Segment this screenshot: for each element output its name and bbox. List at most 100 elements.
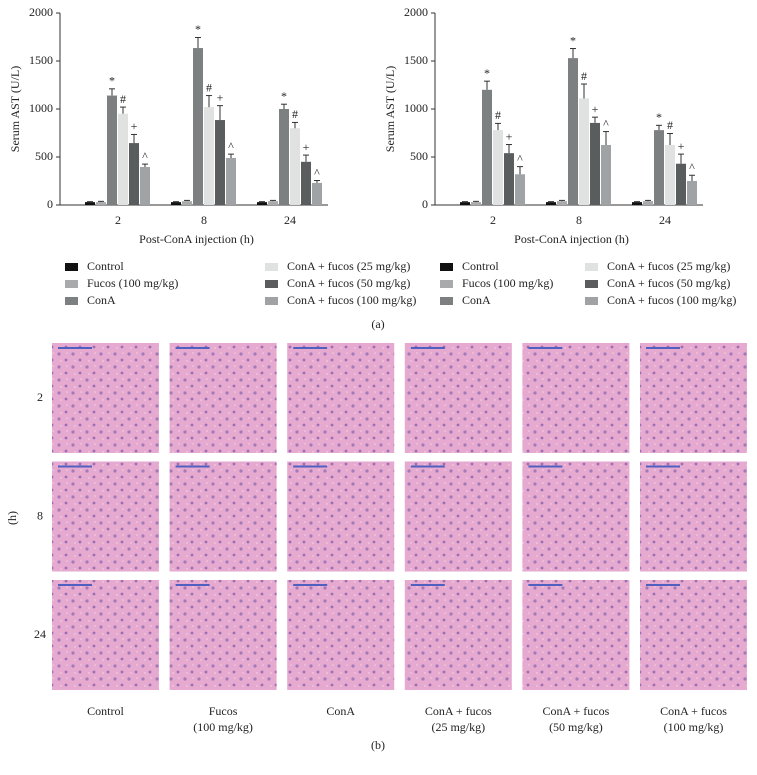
annotation: # <box>581 69 587 83</box>
legend-swatch <box>65 280 78 288</box>
bar <box>515 174 525 205</box>
annotation: # <box>667 118 673 132</box>
bar <box>687 181 697 205</box>
bar <box>460 202 470 205</box>
annotation: * <box>195 22 201 36</box>
micrograph <box>522 580 630 690</box>
annotation: * <box>656 110 662 124</box>
bar <box>226 157 236 205</box>
x-tick-label: 8 <box>201 213 207 227</box>
annotation: * <box>570 33 576 47</box>
micrograph <box>640 343 747 453</box>
column-label: (100 mg/kg) <box>664 720 724 734</box>
row-axis-label: (h) <box>5 511 19 525</box>
column-label: (100 mg/kg) <box>193 720 253 734</box>
annotation: ^ <box>517 151 523 165</box>
panel-label: (b) <box>371 738 385 752</box>
micrograph <box>287 461 395 572</box>
y-tick-label: 2000 <box>29 5 53 19</box>
bar <box>312 182 322 205</box>
annotation: ^ <box>228 139 234 153</box>
annotation: + <box>217 90 224 104</box>
x-tick-label: 24 <box>659 213 671 227</box>
annotation: + <box>131 119 138 133</box>
annotation: * <box>484 66 490 80</box>
annotation: + <box>303 140 310 154</box>
bar <box>504 153 514 205</box>
bar <box>676 163 686 205</box>
column-label: ConA + fucos <box>660 704 727 718</box>
y-tick-label: 1000 <box>404 101 428 115</box>
micrograph <box>169 461 277 572</box>
x-tick-label: 2 <box>115 213 121 227</box>
column-label: (25 mg/kg) <box>431 720 485 734</box>
bar <box>279 109 289 205</box>
legend-swatch <box>265 297 278 305</box>
micrograph <box>52 580 159 690</box>
row-label: 24 <box>34 627 46 641</box>
bar <box>493 130 503 205</box>
annotation: ^ <box>314 165 320 179</box>
x-axis-label: Post-ConA injection (h) <box>139 232 254 246</box>
x-tick-label: 24 <box>284 213 296 227</box>
bar <box>140 166 150 205</box>
legend-label: ConA + fucos (100 mg/kg) <box>287 293 416 307</box>
bar <box>601 145 611 205</box>
bar <box>632 202 642 205</box>
legend-swatch <box>265 280 278 288</box>
legend-label: ConA + fucos (25 mg/kg) <box>287 259 410 273</box>
bar <box>643 201 653 205</box>
annotation: + <box>506 129 513 143</box>
bar <box>268 201 278 205</box>
legend-label: ConA <box>87 293 116 307</box>
column-label: ConA + fucos <box>543 704 610 718</box>
bar <box>471 202 481 205</box>
legend-label: ConA + fucos (50 mg/kg) <box>287 276 410 290</box>
legend-label: Control <box>87 259 124 273</box>
y-tick-label: 1500 <box>404 53 428 67</box>
legend-swatch <box>440 297 453 305</box>
micrograph <box>404 580 512 690</box>
legend-label: ConA + fucos (25 mg/kg) <box>607 259 730 273</box>
column-label: (50 mg/kg) <box>549 720 603 734</box>
bar <box>654 130 664 205</box>
annotation: + <box>678 139 685 153</box>
x-axis-label: Post-ConA injection (h) <box>514 232 629 246</box>
y-tick-label: 1500 <box>29 53 53 67</box>
bar <box>579 98 589 205</box>
bar <box>257 202 267 205</box>
legend-swatch <box>440 263 453 271</box>
column-label: Fucos <box>209 704 238 718</box>
annotation: ^ <box>689 160 695 174</box>
micrograph <box>52 343 159 453</box>
bar <box>107 95 117 205</box>
x-tick-label: 2 <box>490 213 496 227</box>
bar <box>204 107 214 205</box>
micrograph <box>640 461 747 572</box>
y-axis-label: Serum AST (U/L) <box>383 66 397 152</box>
legend-swatch <box>585 263 598 271</box>
bar <box>665 145 675 205</box>
row-label: 2 <box>37 390 43 404</box>
annotation: ^ <box>142 149 148 163</box>
annotation: # <box>120 92 126 106</box>
bar <box>301 161 311 205</box>
micrograph <box>287 343 395 453</box>
legend-swatch <box>65 263 78 271</box>
y-tick-label: 1000 <box>29 101 53 115</box>
bar <box>557 201 567 205</box>
row-label: 8 <box>37 508 43 522</box>
legend-swatch <box>440 280 453 288</box>
bar <box>546 202 556 205</box>
bar <box>129 143 139 205</box>
legend-label: ConA + fucos (100 mg/kg) <box>607 293 736 307</box>
annotation: * <box>281 89 287 103</box>
micrograph <box>404 461 512 572</box>
column-label: ConA <box>326 704 355 718</box>
annotation: # <box>292 107 298 121</box>
bar <box>96 202 106 205</box>
annotation: * <box>109 74 115 88</box>
legend-swatch <box>265 263 278 271</box>
y-tick-label: 500 <box>35 149 53 163</box>
